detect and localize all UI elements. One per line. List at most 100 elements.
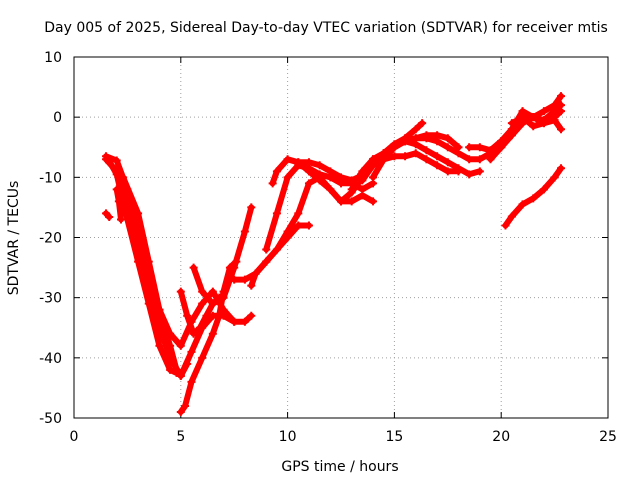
data-point xyxy=(433,131,442,140)
data-point xyxy=(304,158,313,167)
y-tick-label: -20 xyxy=(39,231,62,247)
data-point xyxy=(189,263,198,272)
data-series xyxy=(189,203,256,308)
x-tick-label: 15 xyxy=(385,429,403,445)
data-point xyxy=(465,170,474,179)
data-point xyxy=(315,161,324,170)
data-point xyxy=(304,179,313,188)
data-point xyxy=(475,155,484,164)
data-point xyxy=(283,155,292,164)
data-point xyxy=(187,347,196,356)
data-point xyxy=(422,155,431,164)
data-point xyxy=(454,143,463,152)
data-point xyxy=(315,176,324,185)
data-point xyxy=(390,143,399,152)
data-point xyxy=(411,134,420,143)
y-tick-label: 0 xyxy=(53,110,62,126)
data-point xyxy=(358,167,367,176)
data-point xyxy=(230,317,239,326)
data-point xyxy=(114,197,123,206)
data-point xyxy=(486,146,495,155)
data-point xyxy=(198,287,207,296)
data-point xyxy=(215,311,224,320)
data-point xyxy=(507,212,516,221)
data-point xyxy=(283,173,292,182)
data-point xyxy=(247,311,256,320)
data-point xyxy=(465,143,474,152)
x-tick-label: 25 xyxy=(599,429,617,445)
data-point xyxy=(443,134,452,143)
data-point xyxy=(326,185,335,194)
data-point xyxy=(358,176,367,185)
data-point xyxy=(443,167,452,176)
data-point xyxy=(198,299,207,308)
data-point xyxy=(230,275,239,284)
data-point xyxy=(219,293,228,302)
data-point xyxy=(358,185,367,194)
x-axis-label: GPS time / hours xyxy=(281,459,398,475)
data-series xyxy=(119,173,192,380)
series-line xyxy=(359,132,462,184)
data-point xyxy=(155,341,164,350)
data-point xyxy=(539,107,548,116)
data-series xyxy=(507,113,566,134)
data-point xyxy=(112,156,121,165)
data-point xyxy=(539,119,548,128)
data-point xyxy=(176,407,185,416)
data-point xyxy=(401,137,410,146)
data-point xyxy=(557,164,566,173)
data-point xyxy=(529,113,538,122)
data-point xyxy=(422,131,431,140)
data-point xyxy=(208,299,217,308)
data-point xyxy=(198,353,207,362)
data-point xyxy=(262,257,271,266)
data-point xyxy=(557,125,566,134)
y-axis-label: SDTVAR / TECUs xyxy=(6,181,22,296)
data-series xyxy=(102,209,114,222)
data-point xyxy=(144,299,153,308)
data-point xyxy=(247,281,256,290)
y-tick-label: -50 xyxy=(39,411,62,427)
data-point xyxy=(475,167,484,176)
data-point xyxy=(518,200,527,209)
data-point xyxy=(155,305,164,314)
data-point xyxy=(507,131,516,140)
data-point xyxy=(529,194,538,203)
data-series xyxy=(358,131,463,185)
data-point xyxy=(202,311,211,320)
data-point xyxy=(230,263,239,272)
data-point xyxy=(240,227,249,236)
data-point xyxy=(443,143,452,152)
data-point xyxy=(486,155,495,164)
data-point xyxy=(550,116,559,125)
data-point xyxy=(337,197,345,206)
data-point xyxy=(268,179,277,188)
data-point xyxy=(557,107,566,116)
data-point xyxy=(294,221,303,230)
x-tick-label: 20 xyxy=(492,429,510,445)
chart-title: Day 005 of 2025, Sidereal Day-to-day VTE… xyxy=(44,20,608,36)
data-point xyxy=(196,323,205,332)
series-line xyxy=(508,114,564,133)
data-point xyxy=(187,377,196,386)
data-point xyxy=(294,209,303,218)
data-point xyxy=(176,371,185,380)
data-point xyxy=(272,167,281,176)
data-point xyxy=(433,152,442,161)
data-point xyxy=(497,143,506,152)
data-point xyxy=(134,209,143,218)
series-line xyxy=(269,156,344,205)
data-point xyxy=(418,119,427,128)
data-point xyxy=(401,152,410,161)
y-tick-label: -10 xyxy=(39,170,62,186)
data-point xyxy=(208,287,217,296)
data-point xyxy=(422,146,431,155)
data-point xyxy=(251,269,260,278)
data-series xyxy=(112,185,125,224)
data-point xyxy=(166,341,175,350)
data-series xyxy=(497,92,566,152)
data-point xyxy=(557,92,566,101)
data-point xyxy=(183,359,192,368)
